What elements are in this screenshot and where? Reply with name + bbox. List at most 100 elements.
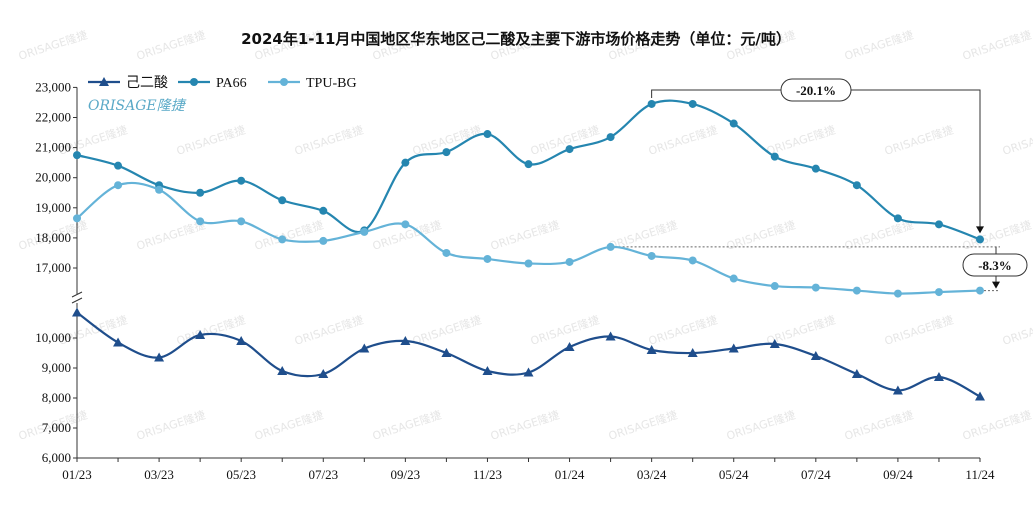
watermark-text: ORISAGE隆捷 bbox=[175, 122, 247, 157]
data-point bbox=[359, 343, 370, 353]
chart-title: 2024年1-11月中国地区华东地区己二酸及主要下游市场价格走势（单位：元/吨） bbox=[241, 30, 791, 48]
data-point bbox=[976, 235, 984, 244]
data-point bbox=[483, 130, 492, 139]
pa66-change-bracket bbox=[651, 89, 981, 232]
data-point bbox=[400, 336, 411, 345]
y-tick-label: 17,000 bbox=[35, 260, 71, 275]
data-point bbox=[278, 196, 287, 205]
y-tick-label: 6,000 bbox=[42, 450, 71, 465]
x-tick-label: 09/24 bbox=[883, 467, 913, 482]
data-point bbox=[483, 254, 492, 263]
watermark-text: ORISAGE隆捷 bbox=[843, 217, 915, 252]
y-axis-break-mark bbox=[71, 291, 83, 304]
watermark-text: ORISAGE隆捷 bbox=[961, 407, 1033, 442]
legend-marker bbox=[99, 77, 109, 86]
data-point bbox=[770, 282, 779, 291]
data-point bbox=[360, 227, 369, 236]
arrow-head bbox=[992, 281, 1000, 289]
x-tick-label: 07/23 bbox=[308, 467, 338, 482]
watermark-text: ORISAGE隆捷 bbox=[883, 122, 955, 157]
data-point bbox=[72, 307, 82, 317]
watermark-text: ORISAGE隆捷 bbox=[135, 217, 207, 252]
data-point bbox=[154, 352, 165, 362]
annotations: -20.1% -8.3% bbox=[651, 78, 1028, 289]
x-tick-label: 09/23 bbox=[391, 467, 421, 482]
y-tick-label: 23,000 bbox=[35, 79, 71, 94]
x-tick-label: 11/23 bbox=[473, 467, 502, 482]
data-point bbox=[73, 151, 81, 160]
pa66-change-label: -20.1% bbox=[796, 83, 836, 98]
watermark-text: ORISAGE隆捷 bbox=[293, 312, 365, 347]
data-point bbox=[606, 133, 615, 142]
y-tick-label: 21,000 bbox=[35, 140, 71, 155]
brand-logo-text: ORISAGE隆捷 bbox=[88, 98, 187, 114]
data-point bbox=[893, 289, 902, 298]
data-point bbox=[647, 251, 656, 260]
legend-label: 己二酸 bbox=[126, 75, 168, 91]
y-tick-label: 9,000 bbox=[42, 360, 71, 375]
axes: 17,000 18,000 19,000 20,000 21,000 22,000 23,0… bbox=[35, 79, 995, 482]
legend: 己二酸 PA66 TPU-BG bbox=[88, 75, 357, 91]
data-point bbox=[975, 391, 985, 401]
y-tick-label: 19,000 bbox=[35, 200, 71, 215]
x-tick-label: 01/24 bbox=[555, 467, 585, 482]
data-point bbox=[893, 214, 902, 223]
data-point bbox=[155, 185, 164, 194]
x-tick-label: 07/24 bbox=[801, 467, 831, 482]
data-point bbox=[524, 160, 533, 169]
x-tick-label: 03/24 bbox=[637, 467, 667, 482]
y-tick-label: 20,000 bbox=[35, 170, 71, 185]
data-point bbox=[236, 336, 247, 345]
arrow-head bbox=[976, 226, 984, 234]
data-point bbox=[319, 236, 328, 245]
legend-label: PA66 bbox=[216, 76, 247, 91]
x-tick-label: 01/23 bbox=[62, 467, 92, 482]
data-point bbox=[237, 176, 246, 185]
data-point bbox=[729, 274, 738, 283]
y-tick-label: 7,000 bbox=[42, 420, 71, 435]
pa66-change-label-box bbox=[780, 78, 852, 102]
legend-marker bbox=[190, 78, 198, 86]
watermark-text: ORISAGE隆捷 bbox=[371, 407, 443, 442]
data-point bbox=[196, 188, 205, 197]
data-point bbox=[769, 339, 780, 348]
data-point bbox=[605, 331, 616, 341]
data-point bbox=[852, 181, 861, 190]
tpu-change-label-box bbox=[962, 253, 1028, 277]
data-point bbox=[606, 242, 615, 251]
guides bbox=[610, 246, 1000, 292]
watermark-text: ORISAGE隆捷 bbox=[647, 312, 719, 347]
watermark-text: ORISAGE隆捷 bbox=[843, 27, 915, 62]
x-tick-label: 03/23 bbox=[144, 467, 174, 482]
data-point bbox=[646, 345, 657, 354]
series-line bbox=[76, 99, 981, 241]
x-tick-label: 05/24 bbox=[719, 467, 749, 482]
data-point bbox=[482, 366, 493, 375]
data-point bbox=[811, 283, 820, 292]
y-tick-label: 8,000 bbox=[42, 390, 71, 405]
watermark-text: ORISAGE隆捷 bbox=[607, 407, 679, 442]
data-point bbox=[729, 119, 738, 128]
data-point bbox=[728, 343, 739, 353]
watermark-text: ORISAGE隆捷 bbox=[725, 407, 797, 442]
data-point bbox=[564, 342, 575, 351]
data-point bbox=[565, 145, 574, 154]
watermark-text: ORISAGE隆捷 bbox=[253, 407, 325, 442]
x-tick-label: 05/23 bbox=[226, 467, 256, 482]
data-point bbox=[442, 148, 451, 157]
data-point bbox=[647, 99, 656, 108]
data-point bbox=[401, 220, 410, 229]
data-point bbox=[811, 164, 820, 173]
data-point bbox=[565, 257, 574, 266]
data-point bbox=[114, 161, 123, 170]
watermark-text: ORISAGE隆捷 bbox=[647, 122, 719, 157]
data-point bbox=[688, 256, 697, 265]
watermark-text: ORISAGE隆捷 bbox=[135, 27, 207, 62]
watermark-text: ORISAGE隆捷 bbox=[1001, 122, 1033, 157]
watermark-text: ORISAGE隆捷 bbox=[529, 312, 601, 347]
data-point bbox=[892, 385, 903, 395]
data-point bbox=[851, 369, 862, 378]
data-point bbox=[524, 259, 533, 268]
watermark-text: ORISAGE隆捷 bbox=[725, 217, 797, 252]
